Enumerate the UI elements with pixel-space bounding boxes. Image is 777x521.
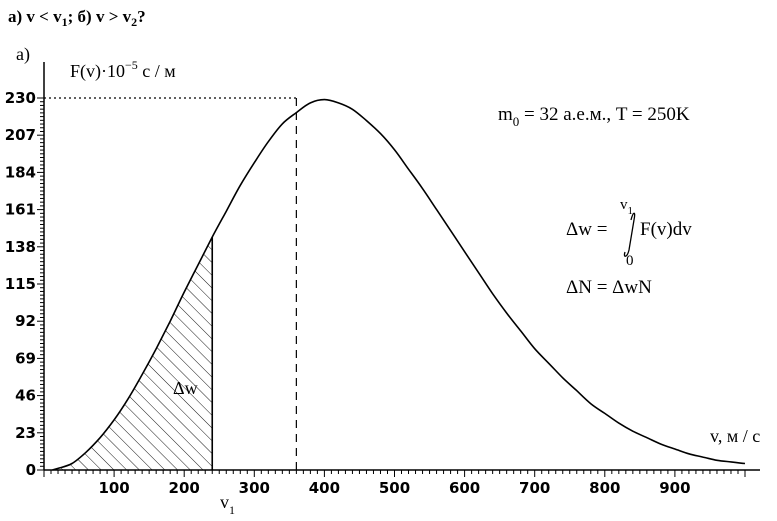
panel-label: а) — [16, 44, 30, 65]
x-tick-label: 400 — [309, 479, 340, 497]
y-tick-label: 92 — [15, 312, 36, 330]
shaded-area — [52, 237, 213, 470]
x-tick-label: 700 — [519, 479, 550, 497]
x-tick-label: 100 — [98, 479, 129, 497]
integrand: F(v)dv — [640, 219, 692, 240]
y-tick-label: 115 — [5, 275, 36, 293]
params-text: m0 = 32 а.е.м., T = 250K — [498, 104, 690, 129]
x-tick-label: 300 — [239, 479, 270, 497]
question-title: а) v < v1; б) v > v2? — [8, 7, 146, 29]
v1-label: v1 — [220, 492, 235, 517]
y-tick-label: 207 — [5, 126, 36, 144]
y-tick-label: 46 — [15, 387, 36, 405]
y-tick-label: 161 — [5, 201, 36, 219]
x-tick-label: 800 — [589, 479, 620, 497]
y-tick-label: 0 — [26, 461, 36, 479]
x-tick-label: 200 — [169, 479, 200, 497]
axes — [37, 62, 760, 477]
y-tick-label: 69 — [15, 349, 36, 367]
integral-sign — [623, 212, 636, 257]
x-tick-label: 900 — [659, 479, 690, 497]
y-tick-label: 23 — [15, 424, 36, 442]
x-tick-label: 500 — [379, 479, 410, 497]
area-label: Δw — [173, 378, 198, 398]
x-tick-label: 600 — [449, 479, 480, 497]
tick-labels: 100 200 300 400 500 600 700 800 900 0 23 46 69 92 115 1… — [5, 89, 691, 497]
integral-lower-limit: 0 — [626, 253, 634, 269]
guide-lines — [44, 97, 297, 470]
dn-formula: ΔN = ΔwN — [566, 277, 652, 298]
y-tick-label: 230 — [5, 89, 36, 107]
x-axis-label: v, м / с — [710, 426, 760, 446]
integral-upper-limit: v1 — [620, 197, 633, 217]
y-tick-label: 138 — [5, 238, 36, 256]
dw-lhs: Δw = — [566, 219, 607, 240]
distribution-curve — [52, 98, 746, 471]
y-axis-label: F(v)·10−5 с / м — [70, 58, 176, 82]
y-tick-label: 184 — [5, 163, 36, 181]
